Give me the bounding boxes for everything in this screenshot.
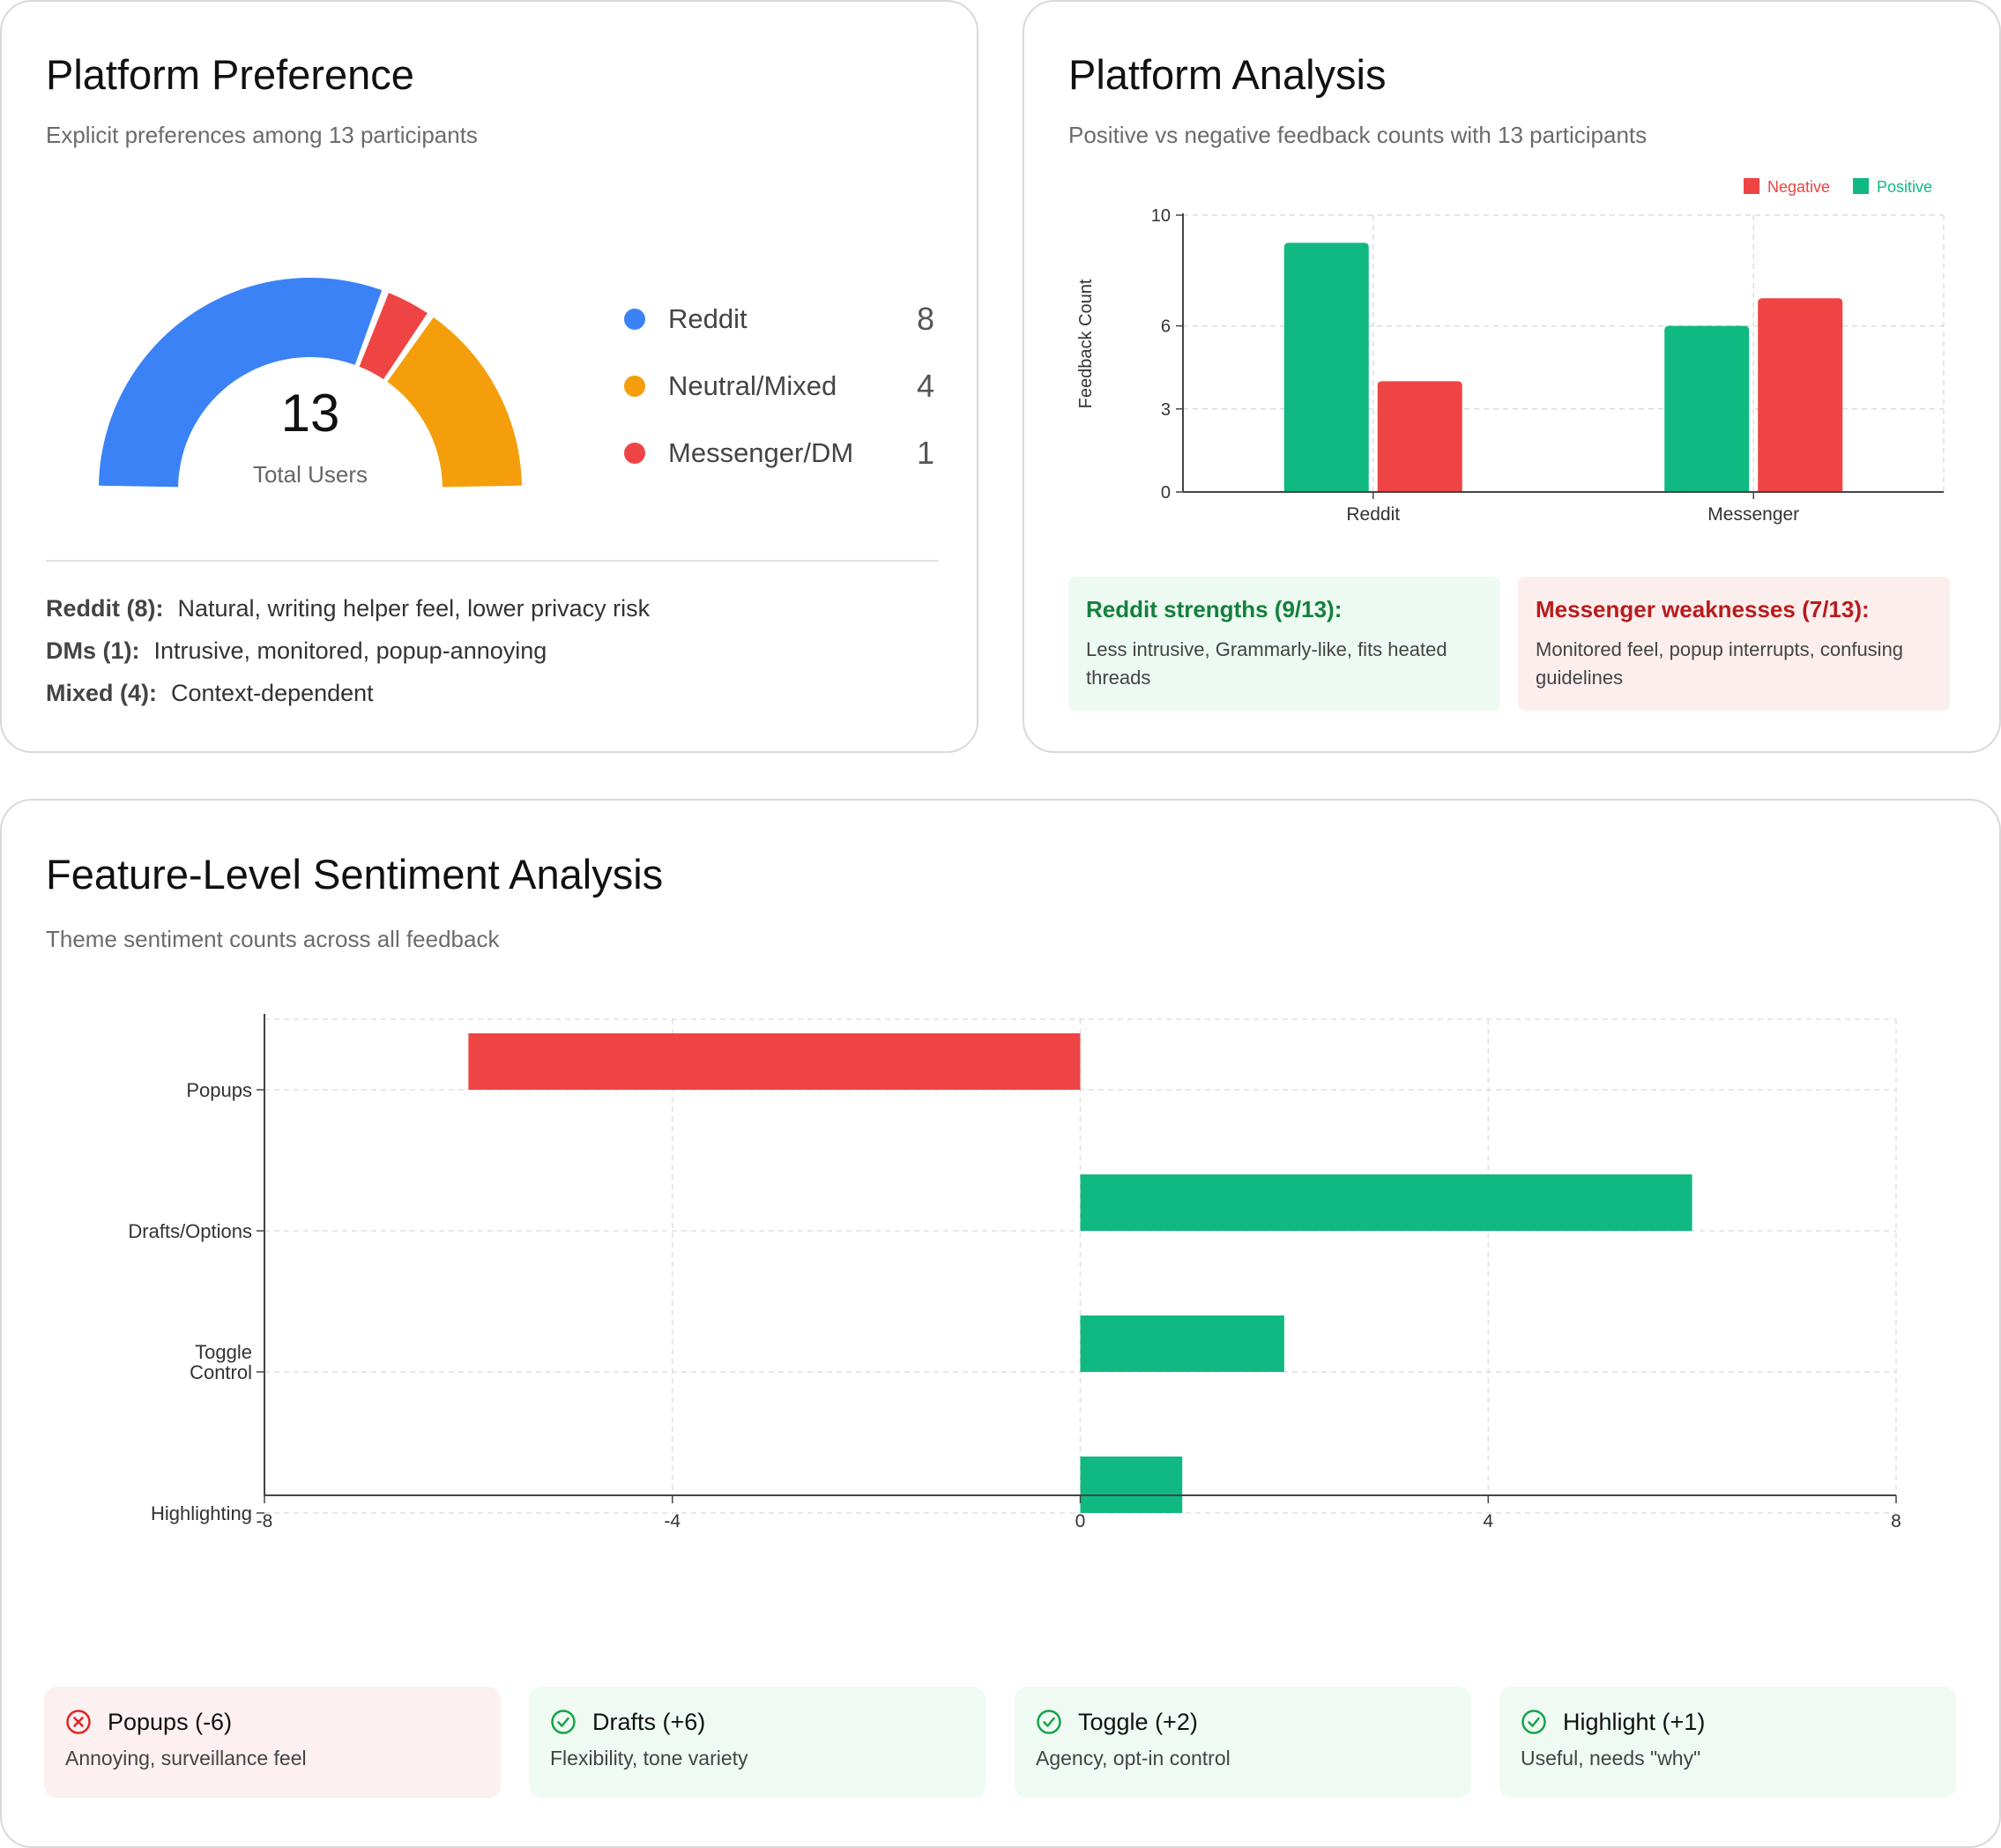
bar-messenger-negative bbox=[1758, 298, 1843, 492]
donut-slice-neutral-mixed bbox=[387, 317, 522, 488]
neutral-legend-dot bbox=[624, 376, 645, 397]
check-circle-icon bbox=[551, 1710, 576, 1734]
strengths-text: Less intrusive, Grammarly-like, fits hea… bbox=[1086, 638, 1447, 689]
platform-preference-card: Platform Preference Explicit preferences… bbox=[0, 0, 978, 753]
legend-count: 8 bbox=[916, 301, 934, 337]
platform-analysis-card: Platform Analysis Positive vs negative f… bbox=[1023, 0, 2001, 753]
x-tick-label: 0 bbox=[1075, 1511, 1086, 1531]
legend-label: Reddit bbox=[668, 303, 748, 334]
note-reddit: Reddit (8): Natural, writing helper feel,… bbox=[46, 595, 650, 622]
note-key: Mixed (4): bbox=[46, 680, 158, 706]
note-key: DMs (1): bbox=[46, 637, 140, 664]
feature-card-highlight: Highlight (+1) Useful, needs "why" bbox=[1499, 1687, 1956, 1798]
card-title: Feature-Level Sentiment Analysis bbox=[46, 851, 664, 898]
note-text: Context-dependent bbox=[171, 680, 374, 706]
check-circle-icon bbox=[1037, 1710, 1061, 1734]
bar-highlighting bbox=[1080, 1457, 1183, 1513]
platform-bar-chart: 0 3 6 10 Reddit Messenger Negative Positive F… bbox=[1076, 178, 1945, 525]
feature-card-title: Drafts (+6) bbox=[592, 1708, 706, 1735]
feature-card-drafts: Drafts (+6) Flexibility, tone variety bbox=[529, 1687, 986, 1798]
weaknesses-title: Messenger weaknesses (7/13): bbox=[1536, 596, 1870, 622]
card-subtitle: Explicit preferences among 13 participan… bbox=[46, 122, 478, 148]
donut-slice-reddit bbox=[99, 278, 383, 488]
y-tick-label: 0 bbox=[1161, 483, 1171, 503]
divider bbox=[46, 560, 939, 562]
y-tick-label: Control bbox=[190, 1361, 252, 1383]
legend-count: 1 bbox=[916, 435, 934, 471]
x-tick-label: Messenger bbox=[1707, 504, 1799, 525]
feature-card-text: Agency, opt-in control bbox=[1036, 1747, 1231, 1770]
legend-negative-swatch bbox=[1744, 178, 1759, 194]
bar-toggle-control bbox=[1080, 1315, 1284, 1372]
y-tick-label: Toggle bbox=[195, 1341, 252, 1363]
note-mixed: Mixed (4): Context-dependent bbox=[46, 680, 374, 707]
x-circle-icon bbox=[66, 1710, 91, 1734]
bar-drafts-options bbox=[1080, 1174, 1692, 1231]
feature-sentiment-card: Feature-Level Sentiment Analysis Theme s… bbox=[0, 799, 2001, 1848]
y-tick-label: Popups bbox=[186, 1079, 252, 1101]
legend-item-messenger: Messenger/DM 1 bbox=[624, 431, 934, 475]
legend-count: 4 bbox=[916, 368, 934, 404]
feature-card-text: Useful, needs "why" bbox=[1521, 1747, 1701, 1770]
total-users-value: 13 bbox=[281, 384, 340, 443]
x-tick-label: -4 bbox=[664, 1511, 681, 1531]
legend-item-neutral: Neutral/Mixed 4 bbox=[624, 364, 934, 408]
note-key: Reddit (8): bbox=[46, 595, 164, 622]
feature-card-popups: Popups (-6) Annoying, surveillance feel bbox=[44, 1687, 501, 1798]
preference-donut-chart: 13 Total Users bbox=[99, 278, 522, 488]
y-tick-label: Drafts/Options bbox=[128, 1220, 252, 1242]
y-tick-label: Highlighting bbox=[151, 1502, 252, 1524]
feature-card-title: Highlight (+1) bbox=[1563, 1708, 1706, 1735]
legend-positive-label: Positive bbox=[1877, 178, 1932, 196]
feature-card-title: Popups (-6) bbox=[108, 1708, 233, 1735]
bar-popups bbox=[468, 1033, 1081, 1090]
feature-card-title: Toggle (+2) bbox=[1078, 1708, 1198, 1735]
y-tick-label: 10 bbox=[1151, 206, 1171, 226]
y-tick-label: 3 bbox=[1161, 400, 1171, 420]
note-text: Natural, writing helper feel, lower priv… bbox=[177, 595, 651, 622]
x-tick-label: Reddit bbox=[1346, 504, 1400, 525]
feature-card-text: Annoying, surveillance feel bbox=[65, 1747, 307, 1770]
feature-card-toggle: Toggle (+2) Agency, opt-in control bbox=[1015, 1687, 1471, 1798]
card-title: Platform Analysis bbox=[1068, 51, 1387, 98]
donut-slice-messenger-dm bbox=[359, 293, 428, 380]
bar-messenger-positive bbox=[1664, 325, 1750, 492]
legend-label: Messenger/DM bbox=[668, 437, 854, 468]
card-title: Platform Preference bbox=[46, 51, 414, 98]
messenger-weaknesses-box: Messenger weaknesses (7/13): Monitored f… bbox=[1518, 577, 1950, 711]
y-axis-label: Feedback Count bbox=[1076, 279, 1096, 408]
total-users-label: Total Users bbox=[253, 461, 368, 488]
x-tick-label: 4 bbox=[1483, 1511, 1493, 1531]
card-subtitle: Positive vs negative feedback counts wit… bbox=[1068, 122, 1648, 148]
note-dms: DMs (1): Intrusive, monitored, popup-anno… bbox=[46, 637, 547, 665]
weaknesses-text: Monitored feel, popup interrupts, confus… bbox=[1536, 638, 1904, 689]
card-subtitle: Theme sentiment counts across all feedba… bbox=[46, 926, 500, 952]
feature-card-text: Flexibility, tone variety bbox=[550, 1747, 748, 1770]
legend-negative-label: Negative bbox=[1767, 178, 1830, 196]
reddit-strengths-box: Reddit strengths (9/13): Less intrusive,… bbox=[1068, 577, 1500, 711]
note-text: Intrusive, monitored, popup-annoying bbox=[153, 637, 547, 664]
x-tick-label: -8 bbox=[257, 1511, 273, 1531]
legend-label: Neutral/Mixed bbox=[668, 370, 837, 401]
y-tick-label: 6 bbox=[1161, 317, 1171, 337]
bar-reddit-positive bbox=[1283, 242, 1369, 492]
legend-item-reddit: Reddit 8 bbox=[624, 297, 934, 341]
strengths-title: Reddit strengths (9/13): bbox=[1086, 596, 1343, 622]
x-tick-label: 8 bbox=[1891, 1511, 1901, 1531]
messenger-legend-dot bbox=[624, 443, 645, 464]
legend-positive-swatch bbox=[1853, 178, 1869, 194]
reddit-legend-dot bbox=[624, 309, 645, 330]
check-circle-icon bbox=[1521, 1710, 1546, 1734]
bar-reddit-negative bbox=[1377, 381, 1462, 492]
feature-sentiment-chart: -8 -4 0 4 8 Popups Drafts/Options ToggleControl… bbox=[128, 1014, 1901, 1531]
